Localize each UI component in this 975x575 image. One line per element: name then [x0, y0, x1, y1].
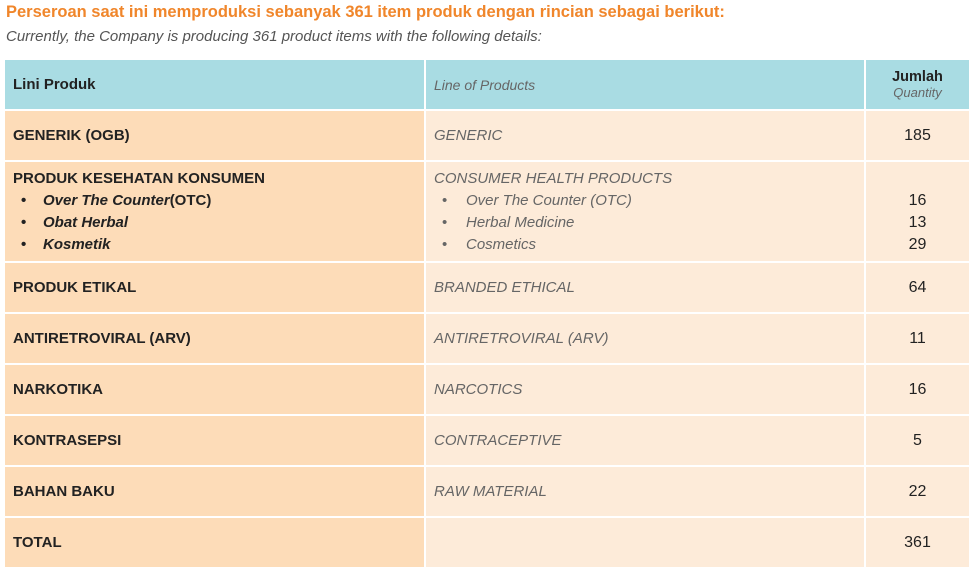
sub-quantity: 13 — [908, 213, 927, 231]
row-quantity: 16 13 29 — [866, 162, 969, 261]
table-row: PRODUK KESEHATAN KONSUMEN • Over The Cou… — [5, 162, 969, 261]
header-quantity: Jumlah Quantity — [866, 60, 969, 109]
row-quantity: 22 — [866, 467, 969, 516]
row-label-id: ANTIRETROVIRAL (ARV) — [5, 314, 424, 363]
row-label-id: GENERIK (OGB) — [5, 111, 424, 160]
row-label-en: ANTIRETROVIRAL (ARV) — [426, 314, 864, 363]
bullet-icon: • — [21, 191, 27, 209]
bullet-icon: • — [442, 213, 448, 231]
sub-item-label: Obat Herbal — [43, 213, 129, 231]
row-quantity: 16 — [866, 365, 969, 414]
product-lines-table: Lini Produk Line of Products Jumlah Quan… — [5, 60, 969, 567]
header-product-line-en: Line of Products — [426, 60, 864, 109]
header-product-line-id: Lini Produk — [5, 60, 424, 109]
list-item: • Cosmetics — [434, 234, 864, 256]
table-row: PRODUK ETIKAL BRANDED ETHICAL 64 — [5, 263, 969, 312]
bullet-icon: • — [21, 213, 27, 231]
list-item: • Over The Counter (OTC) — [13, 190, 424, 212]
table-row: GENERIK (OGB) GENERIC 185 — [5, 111, 969, 160]
table-row-total: TOTAL 361 — [5, 518, 969, 567]
sub-quantity-list: 16 13 29 — [909, 190, 927, 256]
total-label-en — [426, 518, 864, 567]
header-quantity-label: Jumlah — [892, 68, 943, 85]
sub-item-label: Over The Counter (OTC) — [466, 191, 632, 209]
row-label-en: CONTRACEPTIVE — [426, 416, 864, 465]
sub-item-label: Kosmetik — [43, 235, 111, 253]
row-label-en: RAW MATERIAL — [426, 467, 864, 516]
list-item: • Over The Counter (OTC) — [434, 190, 864, 212]
row-label-id: KONTRASEPSI — [5, 416, 424, 465]
table-row: ANTIRETROVIRAL (ARV) ANTIRETROVIRAL (ARV… — [5, 314, 969, 363]
sub-item-label: Herbal Medicine — [466, 213, 575, 231]
row-label-id: PRODUK KESEHATAN KONSUMEN • Over The Cou… — [5, 162, 424, 261]
row-quantity: 5 — [866, 416, 969, 465]
sub-item-label: Over The Counter — [43, 191, 170, 209]
table-row: NARKOTIKA NARCOTICS 16 — [5, 365, 969, 414]
table-header-row: Lini Produk Line of Products Jumlah Quan… — [5, 60, 969, 109]
table-row: KONTRASEPSI CONTRACEPTIVE 5 — [5, 416, 969, 465]
row-label-en: BRANDED ETHICAL — [426, 263, 864, 312]
category-label: CONSUMER HEALTH PRODUCTS — [434, 169, 673, 187]
sub-quantity: 16 — [908, 191, 927, 209]
bullet-icon: • — [442, 191, 448, 209]
sub-item-suffix: (OTC) — [169, 191, 212, 209]
list-item: • Obat Herbal — [13, 212, 424, 234]
heading-title-english: Currently, the Company is producing 361 … — [6, 28, 542, 45]
sub-item-label: Cosmetics — [466, 235, 537, 253]
category-label: PRODUK KESEHATAN KONSUMEN — [13, 169, 265, 187]
row-label-id: NARKOTIKA — [5, 365, 424, 414]
row-label-id: BAHAN BAKU — [5, 467, 424, 516]
heading-title-indonesian: Perseroan saat ini memproduksi sebanyak … — [6, 3, 725, 21]
bullet-icon: • — [21, 235, 27, 253]
total-label: TOTAL — [5, 518, 424, 567]
row-quantity: 185 — [866, 111, 969, 160]
row-label-en: CONSUMER HEALTH PRODUCTS • Over The Coun… — [426, 162, 864, 261]
row-label-id: PRODUK ETIKAL — [5, 263, 424, 312]
list-item: • Kosmetik — [13, 234, 424, 256]
total-quantity: 361 — [866, 518, 969, 567]
header-quantity-sublabel: Quantity — [893, 84, 942, 100]
row-quantity: 11 — [866, 314, 969, 363]
bullet-icon: • — [442, 235, 448, 253]
sub-quantity: 29 — [908, 235, 927, 253]
row-label-en: NARCOTICS — [426, 365, 864, 414]
row-label-en: GENERIC — [426, 111, 864, 160]
list-item: • Herbal Medicine — [434, 212, 864, 234]
row-quantity: 64 — [866, 263, 969, 312]
table-row: BAHAN BAKU RAW MATERIAL 22 — [5, 467, 969, 516]
